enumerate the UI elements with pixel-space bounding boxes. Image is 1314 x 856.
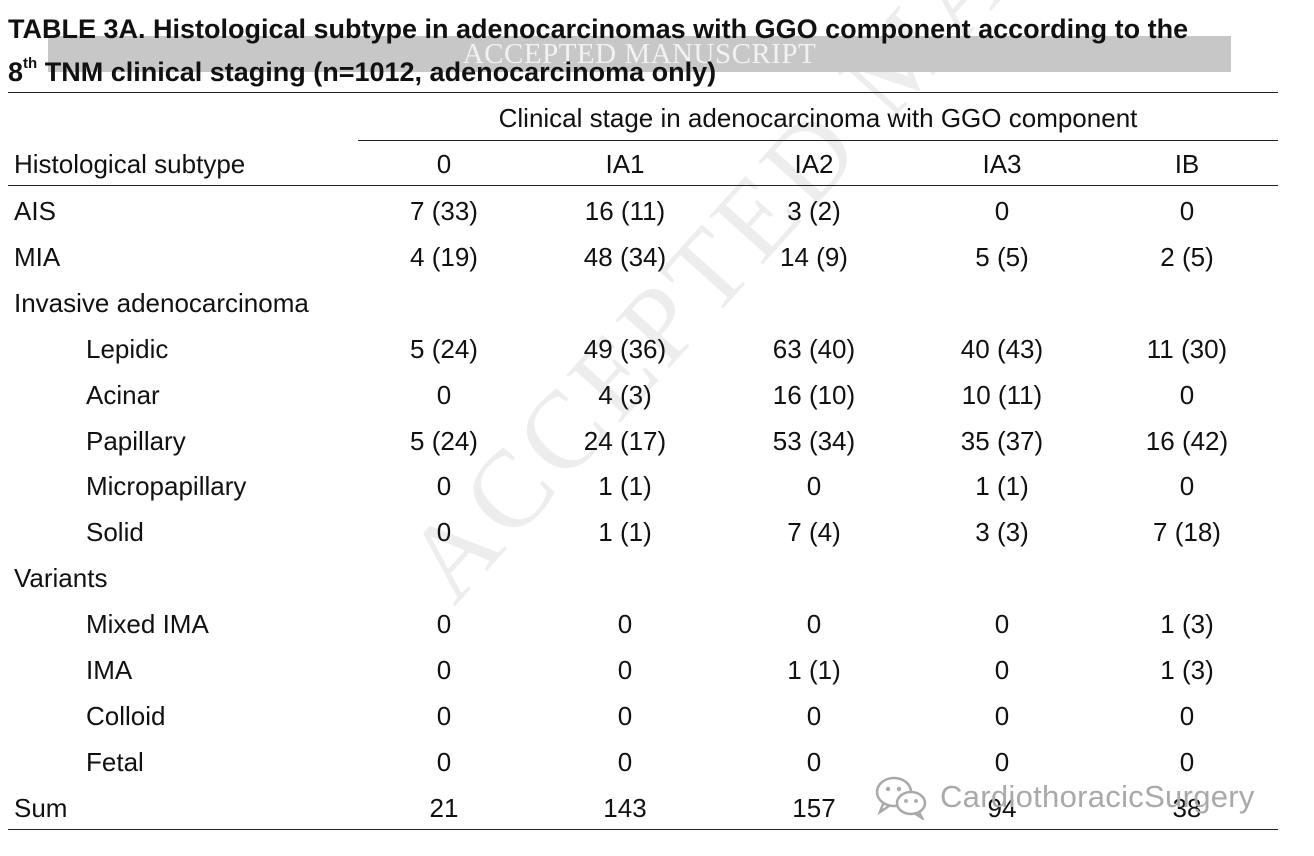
table-cell: 38 bbox=[1172, 792, 1202, 823]
title-prefix: TABLE 3A. Histological subtype in adenoc… bbox=[8, 14, 1189, 44]
table-cell: 40 (43) bbox=[960, 333, 1044, 364]
table-cell: 0 bbox=[806, 700, 822, 731]
row-label: Papillary bbox=[86, 425, 186, 456]
table-cell: 0 bbox=[1179, 471, 1195, 502]
row-label: Sum bbox=[14, 792, 68, 823]
table-cell: 53 (34) bbox=[772, 425, 856, 456]
table-cell: 1 (1) bbox=[787, 655, 841, 685]
table-cell: 5 (24) bbox=[410, 425, 478, 456]
row-label: Colloid bbox=[86, 700, 166, 731]
row-label: Fetal bbox=[86, 746, 144, 777]
table-cell: 0 bbox=[617, 746, 633, 777]
table-cell: 5 (24) bbox=[410, 333, 478, 364]
table-cell: 10 (11) bbox=[961, 379, 1043, 410]
table-title: TABLE 3A. Histological subtype in adenoc… bbox=[8, 8, 1298, 94]
row-label: AIS bbox=[14, 196, 56, 226]
table-cell: 0 bbox=[617, 609, 633, 640]
table-cell: 16 (42) bbox=[1145, 425, 1229, 456]
spanner-rule bbox=[358, 140, 1278, 141]
row-label: Acinar bbox=[86, 379, 160, 410]
table-cell: 3 (2) bbox=[787, 196, 841, 226]
row-label: Micropapillary bbox=[86, 471, 247, 502]
table-cell: 0 bbox=[436, 517, 452, 548]
table-cell: 0 bbox=[436, 746, 452, 777]
table-cell: 16 (11) bbox=[584, 196, 666, 226]
table-cell: 49 (36) bbox=[583, 333, 667, 364]
table-cell: 0 bbox=[436, 379, 452, 410]
table-cell: 157 bbox=[792, 792, 836, 823]
table-cell: 14 (9) bbox=[780, 241, 848, 272]
table-cell: 0 bbox=[617, 700, 633, 731]
row-label: Variants bbox=[14, 563, 108, 594]
table-cell: 0 bbox=[806, 609, 822, 640]
table-cell: 4 (3) bbox=[598, 379, 652, 410]
row-label: Lepidic bbox=[86, 333, 169, 364]
table-cell: 7 (18) bbox=[1153, 517, 1221, 548]
spanning-header: Clinical stage in adenocarcinoma with GG… bbox=[498, 103, 1138, 133]
table-cell: 7 (33) bbox=[410, 196, 478, 226]
accepted-manuscript-banner: ACCEPTED MANUSCRIPT bbox=[48, 36, 1231, 72]
title-rest: TNM clinical staging (n=1012, adenocarci… bbox=[37, 57, 717, 87]
row-header: Histological subtype bbox=[14, 149, 246, 179]
credit-text: CardiothoracicSurgery bbox=[940, 779, 1255, 814]
column-header: IA2 bbox=[794, 149, 834, 179]
table-cell: 63 (40) bbox=[772, 333, 856, 364]
table-cell: 21 bbox=[429, 792, 459, 823]
table-cell: 0 bbox=[1179, 196, 1195, 226]
bottom-rule bbox=[8, 829, 1278, 830]
row-label: Solid bbox=[86, 517, 144, 548]
column-header: IB bbox=[1174, 149, 1200, 179]
table-cell: 0 bbox=[436, 609, 452, 640]
table-cell: 11 (30) bbox=[1146, 333, 1228, 364]
table-cell: 143 bbox=[603, 792, 647, 823]
top-rule bbox=[8, 92, 1278, 93]
table-cell: 3 (3) bbox=[975, 517, 1029, 548]
table-cell: 0 bbox=[1179, 379, 1195, 410]
column-header: 0 bbox=[436, 149, 452, 179]
table-cell: 0 bbox=[1179, 700, 1195, 731]
table-cell: 4 (19) bbox=[410, 241, 478, 272]
row-label: Invasive adenocarcinoma bbox=[14, 287, 309, 318]
wechat-icon bbox=[874, 774, 930, 820]
banner-text: ACCEPTED MANUSCRIPT bbox=[462, 38, 817, 70]
row-label: MIA bbox=[14, 241, 61, 272]
table-cell: 0 bbox=[994, 700, 1010, 731]
table-cell: 0 bbox=[994, 655, 1010, 685]
table-cell: 0 bbox=[436, 700, 452, 731]
title-ordinal-suffix: th bbox=[23, 55, 38, 72]
table-cell: 0 bbox=[994, 196, 1010, 226]
table-cell: 2 (5) bbox=[1160, 241, 1214, 272]
table-cell: 24 (17) bbox=[583, 425, 667, 456]
credit-watermark: CardiothoracicSurgery bbox=[874, 772, 1255, 822]
title-ordinal-number: 8 bbox=[8, 57, 24, 87]
table-cell: 1 (1) bbox=[598, 471, 652, 502]
table-cell: 5 (5) bbox=[975, 241, 1029, 272]
table-cell: 0 bbox=[806, 471, 822, 502]
table-cell: 0 bbox=[1179, 746, 1195, 777]
table-cell: 1 (1) bbox=[598, 517, 652, 548]
table-cell: 0 bbox=[617, 655, 633, 685]
table-cell: 1 (1) bbox=[975, 471, 1029, 502]
table-cell: 0 bbox=[436, 655, 452, 685]
row-label: Mixed IMA bbox=[86, 609, 209, 640]
table-cell: 1 (3) bbox=[1160, 655, 1214, 685]
table-cell: 7 (4) bbox=[787, 517, 841, 548]
table-cell: 35 (37) bbox=[960, 425, 1044, 456]
table-cell: 48 (34) bbox=[583, 241, 667, 272]
table-cell: 0 bbox=[436, 471, 452, 502]
header-rule bbox=[8, 185, 1278, 186]
table-cell: 0 bbox=[806, 746, 822, 777]
table-cell: 94 bbox=[987, 792, 1017, 823]
table-cell: 0 bbox=[994, 609, 1010, 640]
table-cell: 1 (3) bbox=[1160, 609, 1214, 640]
table-cell: 0 bbox=[994, 746, 1010, 777]
column-header: IA1 bbox=[605, 149, 645, 179]
column-header: IA3 bbox=[982, 149, 1022, 179]
table-cell: 16 (10) bbox=[772, 379, 856, 410]
row-label: IMA bbox=[86, 655, 133, 685]
